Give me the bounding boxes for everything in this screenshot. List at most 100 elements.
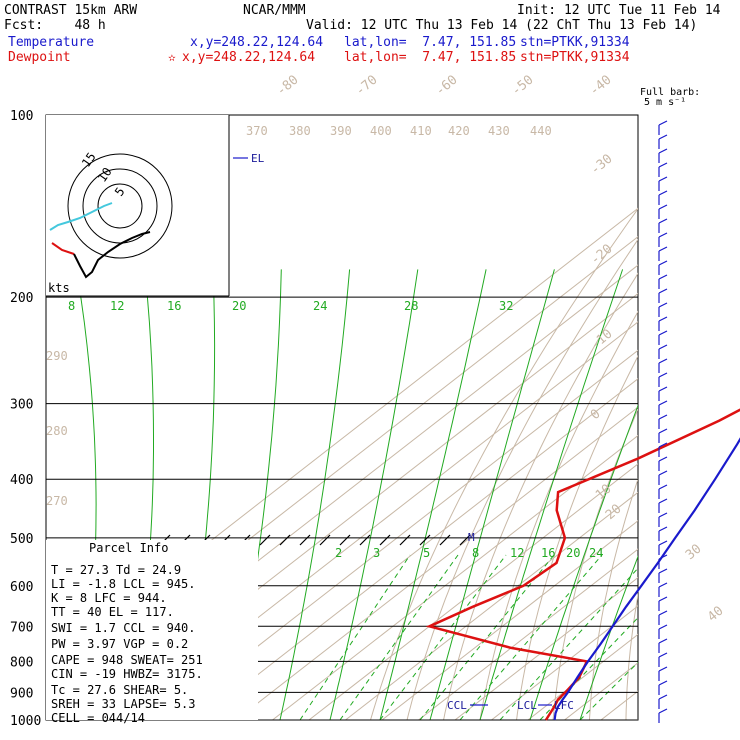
freezing-level-hatch xyxy=(379,534,391,546)
pressure-tick-label: 900 xyxy=(10,686,33,701)
freezing-level-hatch xyxy=(399,534,411,546)
dewpoint-marker-icon: ✫ xyxy=(168,50,176,65)
isotherm-label: -80 xyxy=(274,72,302,99)
parcel-row: LI = -1.8 LCL = 945. xyxy=(51,577,196,591)
wind-barb-flag xyxy=(658,484,668,490)
isotherm-line xyxy=(636,718,638,720)
dry-adiabat-line xyxy=(588,477,638,720)
wind-barb-flag xyxy=(658,638,668,644)
wind-barb-flag xyxy=(658,512,668,518)
pressure-tick-label: 100 xyxy=(10,109,33,124)
wind-barb-flag xyxy=(658,610,668,616)
mixing-ratio-label: 16 xyxy=(167,299,181,313)
lfc-label: LFC xyxy=(554,699,574,712)
isotherm-label: -20 xyxy=(588,241,616,268)
wind-barb-flag xyxy=(658,624,668,630)
el-label: EL xyxy=(251,152,265,165)
isotherm-label: 40 xyxy=(705,604,727,626)
mixing-level-marker-icon: M xyxy=(468,531,475,544)
isotherm-line xyxy=(162,349,638,720)
wind-barb-flag xyxy=(658,526,668,532)
wind-barb-flag xyxy=(658,470,668,476)
wind-barb-flag xyxy=(658,134,668,140)
wind-barb-flag xyxy=(658,288,668,294)
forecast-hour: Fcst: 48 h xyxy=(4,18,106,33)
wind-barb-flag xyxy=(658,190,668,196)
wind-barb-flag xyxy=(658,162,668,168)
moist-adiabat-line xyxy=(529,404,638,720)
mixing-ratio-label: 8 xyxy=(472,546,479,560)
wind-barb-flag xyxy=(658,386,668,392)
temperature-station: stn=PTKK,91334 xyxy=(520,35,630,50)
temperature-trace xyxy=(553,437,740,721)
mixing-ratio-label: 2 xyxy=(335,546,342,560)
isotherm-line xyxy=(344,491,638,720)
wind-barb-flag xyxy=(658,428,668,434)
mixing-ratio-label: 12 xyxy=(510,546,524,560)
wind-barb-flag xyxy=(658,414,668,420)
hodo-trace-lower xyxy=(51,242,75,255)
parcel-row: Tc = 27.6 SHEAR= 5. xyxy=(51,683,188,697)
wind-barb-flag xyxy=(658,666,668,672)
moist-adiabat-line xyxy=(379,269,487,720)
dewpoint-latlon: lat,lon= 7.47, 151.85 xyxy=(344,50,517,65)
isotherm-line xyxy=(308,463,638,720)
isotherm-label: 0 xyxy=(588,407,604,424)
wind-barb-flag xyxy=(658,456,668,462)
freezing-level-hatch xyxy=(359,534,371,546)
isotherm-label: -40 xyxy=(587,72,615,99)
parcel-row: K = 8 LFC = 944. xyxy=(51,591,167,605)
wind-barb-flag xyxy=(658,680,668,686)
wind-barb-flag xyxy=(658,204,668,210)
theta-label: 440 xyxy=(530,124,552,138)
moist-adiabat-line xyxy=(279,269,351,720)
dewpoint-xy: x,y=248.22,124.64 xyxy=(182,50,316,65)
wind-barb-flag xyxy=(658,596,668,602)
freezing-level-hatch xyxy=(419,534,431,546)
parcel-info-panel: Parcel Info T = 27.3 Td = 24.9 LI = -1.8… xyxy=(46,540,258,725)
mixing-ratio-label: 32 xyxy=(499,299,513,313)
wind-barb-flag xyxy=(658,344,668,350)
mixing-ratio-label: 12 xyxy=(110,299,124,313)
mixing-ratio-label: 24 xyxy=(313,299,327,313)
parcel-row: TT = 40 EL = 117. xyxy=(51,605,174,619)
dewpoint-station: stn=PTKK,91334 xyxy=(520,50,630,65)
hodograph: 5 10 15 kts xyxy=(46,115,230,297)
theta-label: 420 xyxy=(448,124,470,138)
mixing-ratio-line xyxy=(379,554,507,720)
isotherm-line xyxy=(600,690,638,720)
pressure-tick-label: 600 xyxy=(10,580,33,595)
wind-barb-flag xyxy=(658,708,668,714)
parcel-row: CIN = -19 HWBZ= 3175. xyxy=(51,667,203,681)
dewpoint-trace xyxy=(425,408,740,721)
moist-adiabat-line xyxy=(429,269,555,720)
isotherm-line xyxy=(271,434,638,720)
pressure-tick-label: 1000 xyxy=(10,714,41,729)
isotherm-line xyxy=(235,406,638,720)
pressure-tick-label: 800 xyxy=(10,655,33,670)
dry-adiabat-line xyxy=(698,87,740,733)
wind-barb-flag xyxy=(658,274,668,280)
wind-barbs xyxy=(658,120,668,723)
isotherm-label: -50 xyxy=(509,72,537,99)
hodo-ring-5 xyxy=(97,183,143,229)
wind-barb-flag xyxy=(658,442,668,448)
init-time: Init: 12 UTC Tue 11 Feb 14 xyxy=(517,3,721,18)
wind-barb-flag xyxy=(658,554,668,560)
freezing-level-hatch xyxy=(279,534,291,546)
isotherm-line xyxy=(527,633,638,720)
parcel-row: SREH = 33 LAPSE= 5.3 xyxy=(51,697,196,711)
theta-label: 400 xyxy=(370,124,392,138)
freezing-level-hatch xyxy=(439,534,451,546)
moist-adiabat-line xyxy=(479,269,624,720)
wind-barb-flag xyxy=(658,498,668,504)
dry-adiabat-lines xyxy=(369,87,740,733)
valid-time: Valid: 12 UTC Thu 13 Feb 14 (22 ChT Thu … xyxy=(306,18,698,33)
mixing-ratio-label: 20 xyxy=(566,546,580,560)
hodo-ring-label-10: 10 xyxy=(95,165,115,185)
wind-barb-flag xyxy=(658,176,668,182)
dry-adiabat-line xyxy=(406,238,638,720)
theta-label: 390 xyxy=(330,124,352,138)
